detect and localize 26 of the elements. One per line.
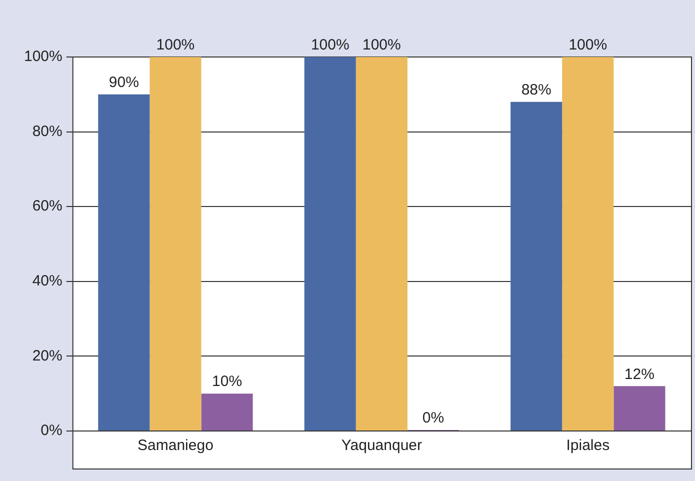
bar: [614, 386, 666, 430]
bar: [562, 57, 614, 430]
data-label: 0%: [422, 410, 444, 427]
data-label: 88%: [521, 82, 552, 99]
bar: [98, 94, 150, 430]
data-label: 100%: [156, 36, 195, 54]
bar: [304, 57, 356, 430]
y-tick-label: 100%: [24, 48, 62, 66]
data-label: 100%: [568, 36, 608, 54]
bar: [510, 102, 562, 430]
y-tick-label: 40%: [32, 272, 62, 290]
data-label: 12%: [624, 366, 654, 383]
y-tick-label: 80%: [32, 122, 62, 140]
x-tick-label: Ipiales: [566, 437, 610, 454]
bar: [356, 57, 408, 430]
x-tick-label: Samaniego: [138, 437, 214, 454]
y-tick-label: 60%: [32, 198, 62, 215]
x-tick-label: Yaquanquer: [341, 437, 422, 454]
data-label: 100%: [310, 36, 350, 54]
bar: [201, 394, 253, 430]
bar: [150, 57, 202, 430]
data-label: 10%: [212, 373, 242, 390]
data-label: 90%: [108, 74, 139, 92]
y-tick-label: 20%: [32, 347, 62, 364]
data-label: 100%: [362, 36, 401, 54]
y-tick-label: 0%: [40, 422, 62, 440]
